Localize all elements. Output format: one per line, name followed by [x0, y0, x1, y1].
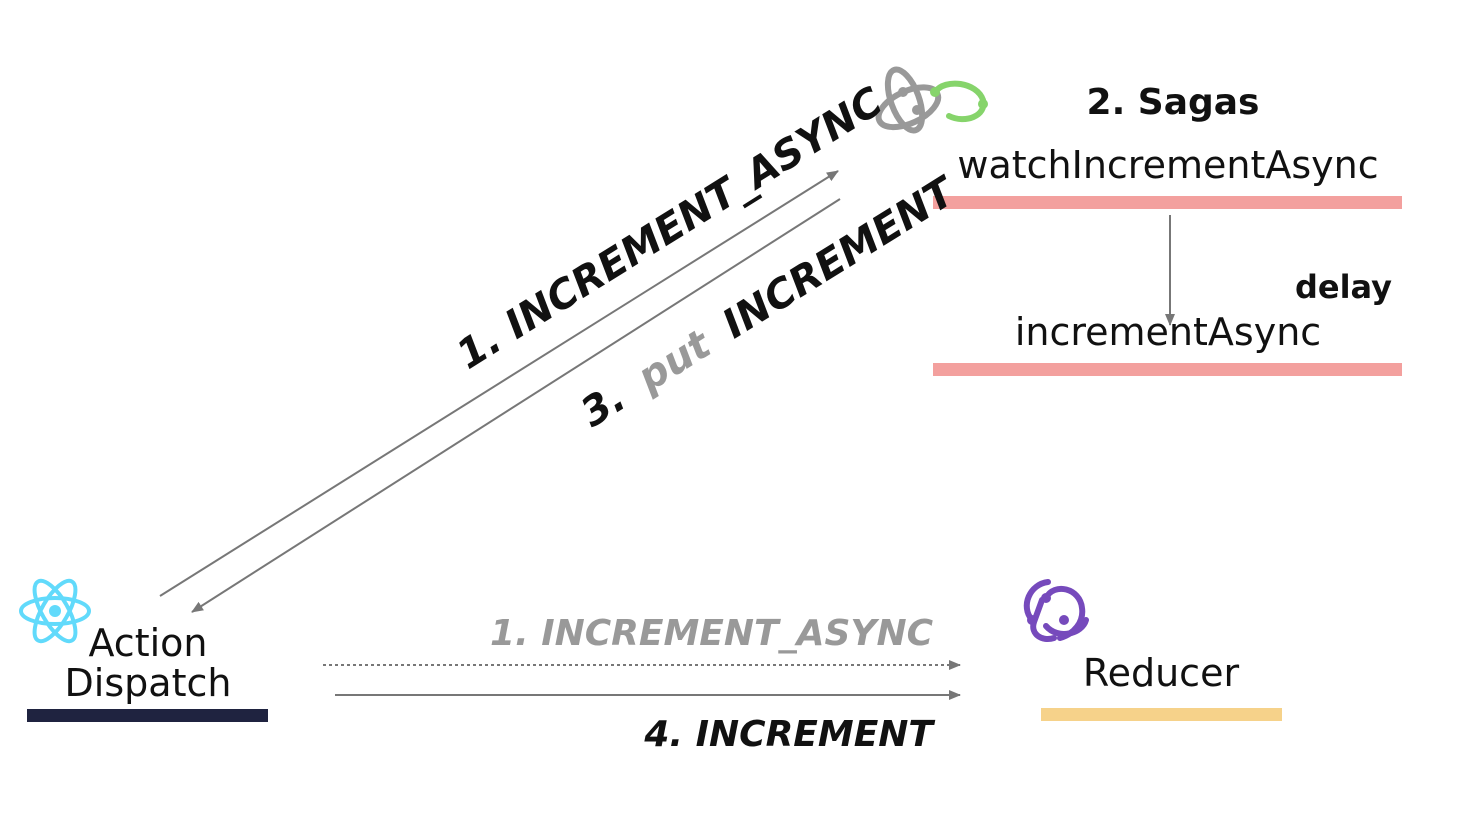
arrow-action-to-saga — [159, 170, 839, 597]
action-label-line2: Dispatch — [65, 661, 232, 705]
sagas-title: 2. Sagas — [1087, 82, 1260, 123]
message-step3-put-increment: 3. put INCREMENT — [573, 168, 965, 437]
message-step3-prefix: 3. — [573, 375, 634, 437]
react-icon — [19, 578, 91, 644]
increment-async-label: incrementAsync — [1015, 310, 1321, 354]
delay-label: delay — [1295, 268, 1392, 306]
redux-icon — [1023, 579, 1089, 642]
redux-saga-icon — [875, 66, 988, 134]
message-step1-to-reducer: 1. INCREMENT_ASYNC — [490, 613, 934, 654]
increment-async-bar — [933, 363, 1402, 376]
reducer-label: Reducer — [1083, 651, 1240, 695]
action-label-line1: Action — [88, 621, 207, 665]
reducer-bar — [1041, 708, 1282, 721]
watch-increment-async-label: watchIncrementAsync — [957, 143, 1378, 187]
arrow-saga-to-action — [191, 198, 841, 613]
message-step4: 4. INCREMENT — [643, 714, 935, 755]
action-dispatch-bar — [27, 709, 268, 722]
watch-increment-async-bar — [933, 196, 1402, 209]
message-step3-put: put — [629, 321, 720, 402]
message-step1-to-saga: 1. INCREMENT_ASYNC — [449, 79, 891, 379]
